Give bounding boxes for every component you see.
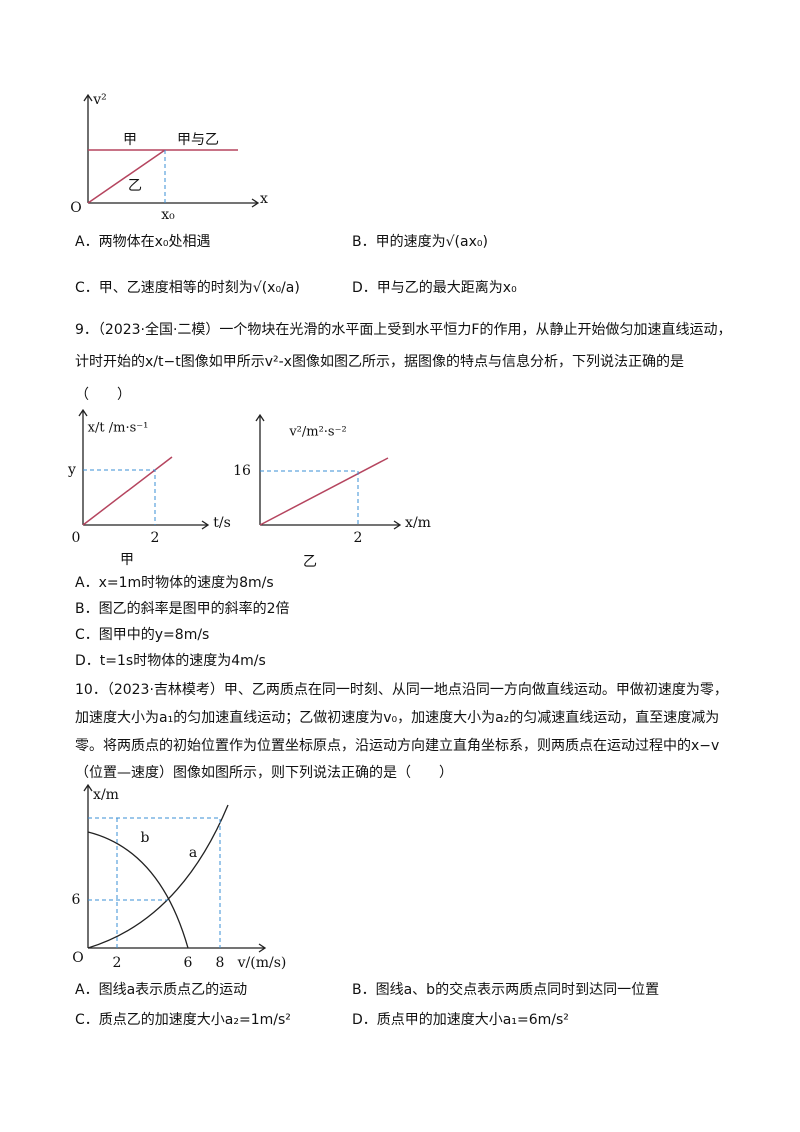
label: 0 (72, 530, 81, 546)
axes (83, 783, 267, 953)
option: B．图乙的斜率是图甲的斜率的2倍 (75, 601, 290, 617)
label: b (141, 830, 150, 846)
label: 2 (151, 530, 160, 546)
option: C．质点乙的加速度大小a₂=1m/s² (75, 1012, 291, 1028)
figure-jia: x/t /m·s⁻¹ y 0 2 t/s 甲 (67, 408, 231, 568)
label: O (72, 950, 83, 966)
label: O (70, 200, 81, 216)
label: x/m (405, 515, 431, 531)
label: v/(m/s) (237, 955, 287, 971)
option: B．甲的速度为√(ax₀) (352, 234, 488, 250)
figure-1: v² 甲 甲与乙 乙 O x x₀ (70, 92, 268, 223)
label: x/m (93, 787, 119, 803)
axes (78, 408, 210, 530)
question-line: 零。将两质点的初始位置作为位置坐标原点，沿运动方向建立直角坐标系，则两质点在运动… (75, 738, 720, 754)
label: 2 (113, 955, 122, 971)
line (82, 456, 173, 526)
label: 2 (354, 530, 363, 546)
question-line: 10．（2023·吉林模考）甲、乙两质点在同一时刻、从同一地点沿同一方向做直线运… (75, 682, 728, 698)
option: D．质点甲的加速度大小a₁=6m/s² (352, 1012, 569, 1028)
option: C．甲、乙速度相等的时刻为√(x₀/a) (75, 280, 300, 296)
axes (255, 413, 402, 530)
label: v² (92, 92, 107, 108)
label: 6 (72, 892, 81, 908)
question-line: 计时开始的x/t−t图像如甲所示v²-x图像如图乙所示，据图像的特点与信息分析，… (75, 354, 684, 370)
label: a (189, 845, 197, 861)
lines (87, 149, 238, 204)
dashed (83, 469, 156, 525)
question-line: 9．（2023·全国·二模）一个物块在光滑的水平面上受到水平恒力F的作用，从静止… (75, 322, 732, 338)
curve-a (87, 804, 229, 949)
question-line: （ ） (75, 387, 131, 403)
caption: 乙 (303, 554, 317, 570)
label: 8 (216, 955, 225, 971)
line (259, 457, 389, 526)
axes (83, 93, 260, 208)
label: x/t /m·s⁻¹ (88, 421, 149, 436)
label: 16 (233, 463, 251, 479)
question-line: （位置—速度）图像如图所示，则下列说法正确的是（ ） (75, 765, 453, 781)
option: A．图线a表示质点乙的运动 (75, 982, 248, 998)
option: D．t=1s时物体的速度为4m/s (75, 653, 266, 669)
label: 甲与乙 (177, 132, 219, 148)
figure-yi: v²/m²·s⁻² 16 2 x/m 乙 (233, 413, 431, 570)
question-line: 加速度大小为a₁的匀加速直线运动；乙做初速度为v₀，加速度大小为a₂的匀减速直线… (75, 710, 720, 726)
option: A．x=1m时物体的速度为8m/s (75, 575, 274, 591)
dashed (260, 470, 359, 525)
curve-b (87, 831, 189, 949)
figure-q10: x/m b a 6 O 2 6 8 v/(m/s) (72, 783, 287, 971)
label: t/s (213, 515, 231, 531)
caption: 甲 (120, 552, 134, 568)
label: 乙 (128, 178, 142, 194)
label: 6 (184, 955, 193, 971)
dashed (88, 817, 221, 948)
label: x₀ (161, 207, 175, 223)
option: B．图线a、b的交点表示两质点同时到达同一位置 (352, 982, 660, 998)
option: D．甲与乙的最大距离为x₀ (352, 280, 517, 296)
option: C．图甲中的y=8m/s (75, 627, 210, 643)
label: v²/m²·s⁻² (288, 425, 346, 440)
label: x (260, 191, 268, 207)
label: y (67, 462, 76, 478)
option: A．两物体在x₀处相遇 (75, 234, 211, 250)
label: 甲 (123, 132, 137, 148)
